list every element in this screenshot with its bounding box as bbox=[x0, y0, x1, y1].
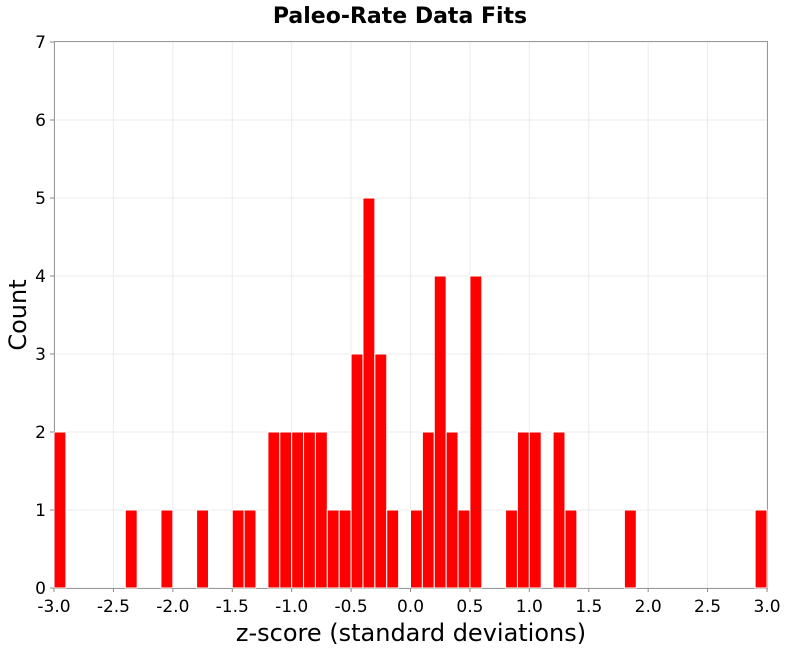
histogram-bar bbox=[338, 509, 352, 589]
histogram-bar bbox=[505, 509, 518, 589]
x-tick-label: 1.5 bbox=[575, 597, 602, 617]
histogram-bar bbox=[160, 509, 174, 589]
histogram-bar bbox=[243, 509, 257, 589]
histogram-bar bbox=[279, 431, 293, 589]
x-tick-label: 0.0 bbox=[397, 597, 424, 617]
histogram-bar bbox=[754, 509, 768, 589]
x-axis-ticks: -3.0 -2.5 -2.0 -1.5 -1.0 -0.5 0.0 0.5 1.0 1.5 2.0 2… bbox=[37, 588, 781, 617]
histogram-bar bbox=[303, 431, 316, 589]
chart-title: Paleo-Rate Data Fits bbox=[273, 4, 527, 29]
histogram-bar bbox=[53, 431, 67, 589]
y-tick-label: 1 bbox=[35, 501, 46, 521]
histogram-bar bbox=[231, 509, 245, 589]
histogram-bar bbox=[362, 197, 376, 589]
x-tick-label: 3.0 bbox=[753, 597, 780, 617]
histogram-bar bbox=[445, 431, 459, 589]
y-axis-ticks: 0 1 2 3 4 5 6 7 bbox=[35, 33, 54, 599]
histogram-bar bbox=[326, 509, 340, 589]
x-tick-label: -2.0 bbox=[156, 597, 189, 617]
histogram-bar bbox=[421, 431, 435, 589]
histogram-bar bbox=[552, 431, 566, 589]
x-tick-label: 1.0 bbox=[516, 597, 543, 617]
x-tick-label: 2.5 bbox=[694, 597, 721, 617]
histogram-bar bbox=[516, 431, 530, 589]
y-tick-label: 0 bbox=[35, 579, 46, 599]
histogram-bar bbox=[528, 431, 542, 589]
y-tick-label: 2 bbox=[35, 423, 46, 443]
histogram-bar bbox=[267, 431, 281, 589]
x-tick-label: -1.0 bbox=[275, 597, 308, 617]
y-tick-label: 5 bbox=[35, 189, 46, 209]
histogram-bar bbox=[469, 275, 483, 589]
histogram-bar bbox=[410, 509, 423, 589]
histogram-bar bbox=[350, 353, 364, 589]
histogram-bar bbox=[291, 431, 305, 589]
histogram-bar bbox=[386, 509, 400, 589]
x-tick-label: 0.5 bbox=[456, 597, 483, 617]
x-axis-label: z-score (standard deviations) bbox=[236, 619, 586, 647]
y-tick-label: 3 bbox=[35, 345, 46, 365]
histogram-bar bbox=[124, 509, 138, 589]
histogram-bar bbox=[623, 509, 637, 589]
x-tick-label: -1.5 bbox=[216, 597, 249, 617]
histogram-bar bbox=[457, 509, 471, 589]
histogram-bar bbox=[196, 509, 209, 589]
x-tick-label: 2.0 bbox=[635, 597, 662, 617]
y-tick-label: 7 bbox=[35, 33, 46, 53]
x-tick-label: -0.5 bbox=[334, 597, 367, 617]
x-tick-label: -3.0 bbox=[37, 597, 70, 617]
y-tick-label: 6 bbox=[35, 111, 46, 131]
histogram-bar bbox=[314, 431, 328, 589]
histogram-bar bbox=[374, 353, 388, 589]
x-tick-label: -2.5 bbox=[97, 597, 130, 617]
histogram-bar bbox=[564, 509, 578, 589]
y-axis-label: Count bbox=[4, 279, 32, 350]
grid-lines bbox=[53, 41, 768, 589]
histogram-bar bbox=[433, 275, 447, 589]
y-tick-label: 4 bbox=[35, 267, 46, 287]
